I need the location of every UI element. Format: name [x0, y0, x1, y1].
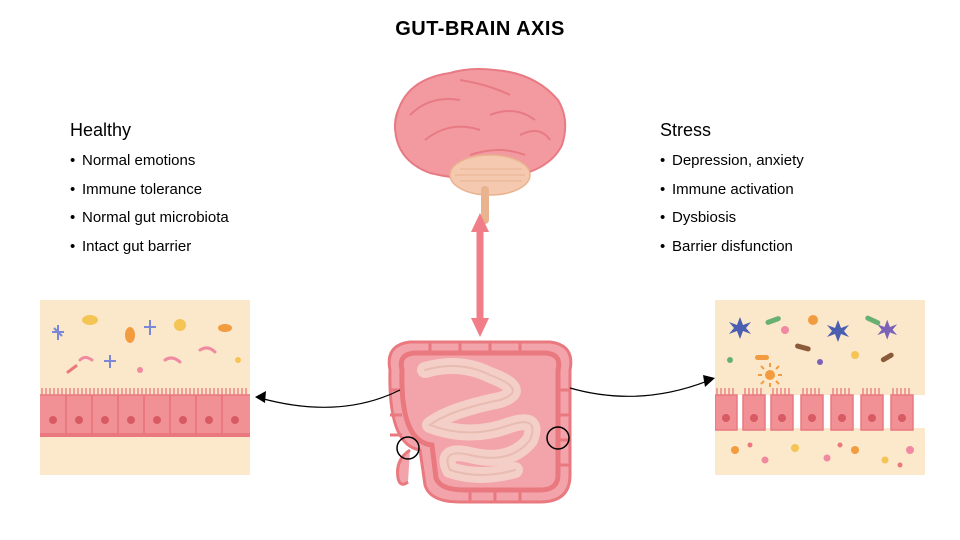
diagram-stage: GUT-BRAIN AXIS Healthy •Normal emotions …	[0, 0, 960, 540]
stress-barrier-icon	[715, 300, 925, 475]
list-item: •Normal emotions	[70, 147, 310, 176]
list-item-label: Normal gut microbiota	[82, 209, 229, 226]
list-item-label: Barrier disfunction	[672, 238, 793, 255]
list-item: •Dysbiosis	[660, 204, 900, 233]
brain-gut-axis-icon	[340, 50, 620, 520]
healthy-column: Healthy •Normal emotions •Immune toleran…	[70, 120, 310, 261]
page-title: GUT-BRAIN AXIS	[0, 18, 960, 41]
healthy-list: •Normal emotions •Immune tolerance •Norm…	[70, 147, 310, 261]
healthy-barrier-panel	[40, 300, 250, 475]
stress-heading: Stress	[660, 120, 900, 141]
center-illustration	[340, 50, 620, 520]
list-item: •Depression, anxiety	[660, 147, 900, 176]
healthy-heading: Healthy	[70, 120, 310, 141]
list-item: •Normal gut microbiota	[70, 204, 310, 233]
list-item-label: Intact gut barrier	[82, 238, 191, 255]
list-item: •Barrier disfunction	[660, 233, 900, 262]
stress-column: Stress •Depression, anxiety •Immune acti…	[660, 120, 900, 261]
list-item-label: Normal emotions	[82, 152, 195, 169]
list-item: •Immune activation	[660, 176, 900, 205]
stress-list: •Depression, anxiety •Immune activation …	[660, 147, 900, 261]
list-item-label: Depression, anxiety	[672, 152, 804, 169]
list-item: •Intact gut barrier	[70, 233, 310, 262]
list-item: •Immune tolerance	[70, 176, 310, 205]
list-item-label: Immune tolerance	[82, 181, 202, 198]
list-item-label: Dysbiosis	[672, 209, 736, 226]
list-item-label: Immune activation	[672, 181, 794, 198]
stress-barrier-panel	[715, 300, 925, 475]
healthy-barrier-icon	[40, 300, 250, 475]
